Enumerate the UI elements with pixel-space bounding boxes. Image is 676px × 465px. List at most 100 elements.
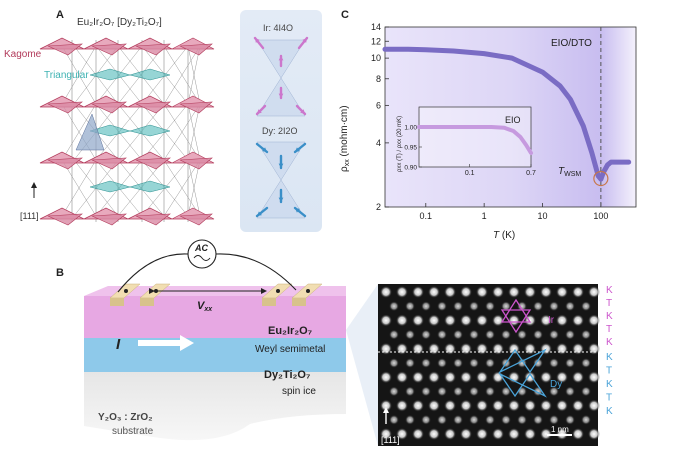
atom-column <box>460 428 472 440</box>
dy-spin-arrowhead <box>278 197 284 202</box>
ir-kagome-overlay <box>500 309 532 334</box>
ir-spin-arrowhead <box>278 93 284 98</box>
atom-column <box>389 386 399 397</box>
atom-column <box>565 386 575 397</box>
stacking-letter-lower: K <box>606 352 613 363</box>
lattice-bond <box>61 103 97 161</box>
ir-spin-arrowhead <box>278 56 284 61</box>
atom-column <box>540 428 552 440</box>
atom-column <box>524 371 536 384</box>
atom-column <box>540 399 552 412</box>
atom-column <box>428 371 440 384</box>
atom-column <box>572 286 584 298</box>
atom-column <box>492 342 504 355</box>
atom-column <box>556 342 568 355</box>
atom-column <box>565 358 575 368</box>
kagome-triangle <box>47 213 83 226</box>
y-tick-label: 2 <box>376 202 381 212</box>
atom-column <box>412 286 424 298</box>
atom-column <box>501 301 511 312</box>
atom-column <box>549 358 559 368</box>
eio-dto-annotation: EIO/DTO <box>551 38 592 49</box>
atom-column <box>572 342 584 355</box>
stem-overlay <box>498 298 547 398</box>
stacking-letter-lower: T <box>606 393 612 404</box>
stacking-letter-upper: K <box>606 311 613 322</box>
current-label: I <box>116 336 121 353</box>
ac-source-icon <box>187 239 217 269</box>
triangular-plane <box>129 180 171 193</box>
atom-column <box>476 286 488 298</box>
stem-atoms <box>380 286 600 440</box>
resistivity-y-label: ρxx (mohm·cm) <box>339 105 351 172</box>
contact-pad-side <box>140 298 154 306</box>
y-tick-label: 6 <box>376 100 381 110</box>
atom-column <box>396 342 408 355</box>
atom-column <box>380 428 392 440</box>
atom-column <box>485 301 495 312</box>
inset-y-label: ρxx (T) / ρxx (20 mK) <box>397 116 403 172</box>
dy-spin-arrowhead <box>295 208 300 213</box>
contact-pad-side <box>262 298 276 306</box>
lattice-bond <box>187 159 201 217</box>
atom-column <box>540 286 552 298</box>
ir-spin-arrowhead <box>255 38 260 43</box>
atom-column <box>412 314 424 327</box>
atom-column <box>501 414 511 425</box>
inset-y-tick-label: 0.95 <box>404 145 417 152</box>
kagome-triangle <box>91 43 127 56</box>
atom-column <box>588 371 600 384</box>
atom-column <box>405 414 415 425</box>
contact-pad-side <box>292 298 306 306</box>
twsm-marker <box>593 170 609 187</box>
dy-spin-arrowhead <box>278 163 284 168</box>
atom-column <box>492 428 504 440</box>
inset-eio-label: EIO <box>505 115 521 125</box>
atom-column <box>453 358 463 368</box>
atom-column <box>389 301 399 312</box>
lattice-bond <box>187 45 201 105</box>
atom-column <box>428 314 440 327</box>
atom-column <box>588 428 600 440</box>
atom-column <box>469 301 479 312</box>
ir-spin-arrowhead <box>300 109 305 114</box>
axis-111-label: [111] <box>20 211 39 221</box>
temperature-x-label: T (K) <box>493 230 515 241</box>
atom-column <box>405 358 415 368</box>
atom-column <box>556 371 568 384</box>
atom-column <box>549 329 559 340</box>
atom-column <box>508 342 520 355</box>
atom-column <box>460 399 472 412</box>
current-arrow-icon <box>138 335 194 351</box>
atom-column <box>533 301 543 312</box>
atom-column <box>444 286 456 298</box>
atom-column <box>437 301 447 312</box>
y-tick-label: 14 <box>371 22 381 32</box>
kagome-label: Kagome <box>4 49 42 60</box>
atom-column <box>453 386 463 397</box>
atom-column <box>444 371 456 384</box>
contact-wire-dot <box>276 289 280 293</box>
contact-pad-side <box>110 298 124 306</box>
eio-layer-name: Eu₂Ir₂O₇ <box>268 325 312 337</box>
kagome-triangle <box>135 101 171 114</box>
atom-column <box>453 301 463 312</box>
inset-y-tick-label: 0.90 <box>404 165 417 172</box>
triangular-plane <box>129 68 171 81</box>
kagome-triangle <box>91 213 127 226</box>
atom-column <box>508 286 520 298</box>
panel-a-title: Eu₂Ir₂O₇ [Dy₂Ti₂O₇] <box>77 17 162 28</box>
kagome-triangle <box>179 43 213 56</box>
panel-b-letter: B <box>56 267 64 279</box>
atom-column <box>508 314 520 327</box>
atom-column <box>412 428 424 440</box>
atom-column <box>524 399 536 412</box>
inset-chart: 0.1 0.7 0.90 0.95 1.00 <box>404 125 536 178</box>
lattice-bond <box>163 45 201 105</box>
dto-layer-name: Dy₂Ti₂O₇ <box>264 369 310 381</box>
atom-column <box>572 428 584 440</box>
atom-column <box>581 329 591 340</box>
atom-column <box>380 371 392 384</box>
x-tick-label: 100 <box>593 211 608 221</box>
ir-dy-panel-background <box>240 10 322 232</box>
